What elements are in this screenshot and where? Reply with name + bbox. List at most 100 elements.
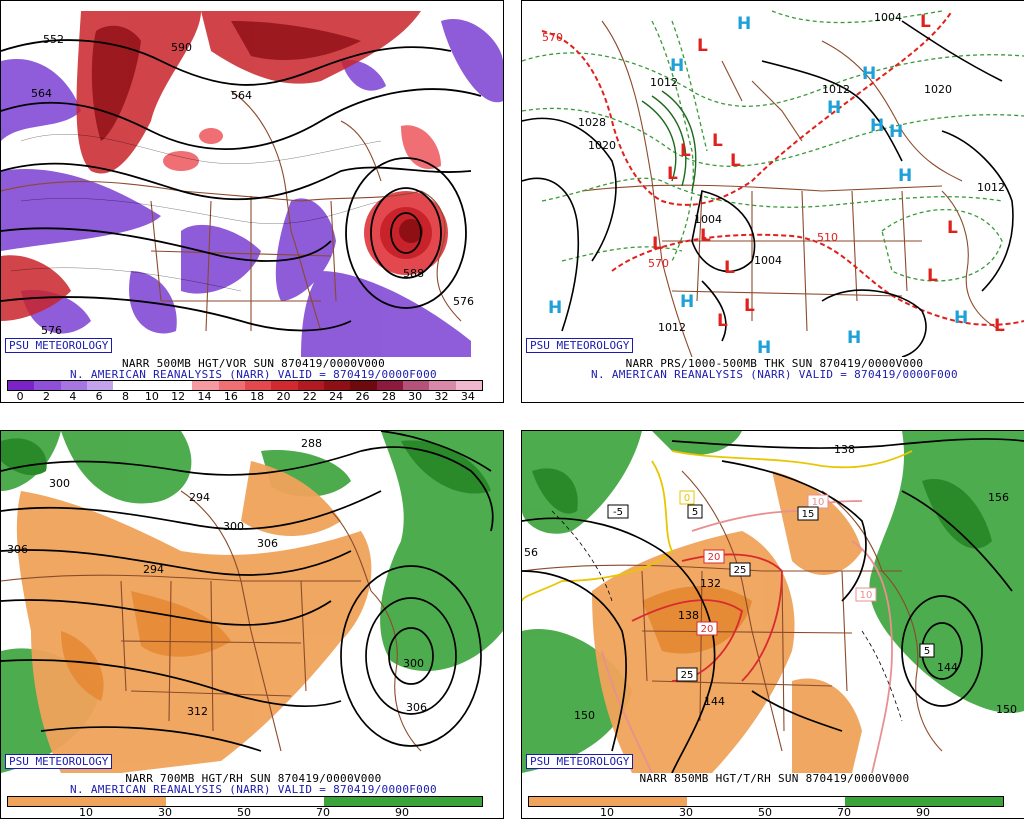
high-pressure-symbol: H [862,64,876,84]
temp-label-text: 25 [681,670,694,681]
isobar-label: 1028 [578,116,606,129]
contour-label: 300 [49,477,70,490]
colorbar-tick-label: 10 [144,390,159,403]
contour-label: 294 [143,563,164,576]
temp-label-text: 25 [734,565,747,576]
contour-label: 300 [403,657,424,670]
colorbar-tick-label: 90 [395,806,409,819]
colorbar-swatch [165,381,193,390]
map-validity: N. AMERICAN REANALYSIS (NARR) VALID = 87… [591,368,958,381]
isotherm-label: 25 [729,562,751,577]
colorbar-tick-label: 34 [460,390,475,403]
colorbar-swatch [86,381,114,390]
isotherm-label: 0 [679,490,695,505]
colorbar-tick-label: 30 [678,806,693,819]
colorbar-tick-label: 30 [157,806,172,819]
colorbar-swatch [87,797,166,806]
isotherm-label: 20 [696,621,718,636]
contour-label: 132 [700,577,721,590]
isotherm-label: 25 [676,667,698,682]
humidity-700-map: 288 300 306 294 294 300 306 312 300 306 [1,431,503,773]
temp-label-text: 5 [692,507,698,518]
isobar-label: 1012 [658,321,686,334]
contour-label: 588 [403,267,424,280]
contour-label: 300 [223,520,244,533]
low-pressure-symbol: L [724,258,735,278]
colorbar-tick-label: 70 [836,806,851,819]
low-pressure-symbol: L [927,266,938,286]
contour-label: 306 [406,701,427,714]
temp-label-text: 10 [860,590,873,601]
colorbar-tick-label: 22 [302,390,317,403]
colorbar-tick-label: 26 [355,390,370,403]
colorbar-tick-label: 50 [758,806,772,819]
colorbar-swatch [8,797,87,806]
isotherm-label: 10 [855,587,877,602]
colorbar-swatch [403,797,482,806]
thickness-label: 570 [648,257,669,270]
low-pressure-symbol: L [730,151,741,171]
isobar-label: 1012 [822,83,850,96]
contour-label: 150 [996,703,1017,716]
high-pressure-symbol: H [847,328,861,348]
high-pressure-symbol: H [954,308,968,328]
high-pressure-symbol: H [737,14,751,34]
low-pressure-symbol: L [744,296,755,316]
colorbar-swatch [455,381,482,390]
contour-label: 144 [937,661,958,674]
colorbar-swatch [8,381,35,390]
high-pressure-symbol: H [670,56,684,76]
colorbar-swatch [429,381,456,390]
contour-label: 138 [678,609,699,622]
colorbar-tick-label: 14 [197,390,212,403]
colorbar-swatch [529,797,608,806]
contour-label: 144 [704,695,725,708]
high-pressure-symbol: H [680,292,694,312]
temp-label-text: 20 [701,624,714,635]
low-pressure-symbol: L [652,234,663,254]
contour-label: 564 [231,89,252,102]
low-pressure-symbol: L [700,226,711,246]
colorbar-tick-label: 32 [434,390,449,403]
map-validity: N. AMERICAN REANALYSIS (NARR) VALID = 87… [70,783,437,796]
colorbar-tick-label: 12 [171,390,186,403]
isobar-label: 1012 [650,76,678,89]
contour-label: 306 [257,537,278,550]
source-badge: PSU METEOROLOGY [5,338,113,353]
map-caption: NARR PRS/1000-500MB THK SUN 870419/0000V… [625,357,924,370]
map-caption: NARR 500MB HGT/VOR SUN 870419/0000V000 [121,357,386,370]
thickness-label: 510 [817,231,838,244]
source-badge: PSU METEOROLOGY [526,338,634,353]
colorbar-swatch [218,381,245,390]
low-pressure-symbol: L [994,316,1005,336]
contour-label: 150 [574,709,595,722]
high-pressure-symbol: H [757,338,771,357]
colorbar-swatch [350,381,377,390]
panel-500mb-vorticity: 552 564 576 588 590 564 576 PSU METEOROL… [0,0,504,403]
isobar-label: 1004 [754,254,782,267]
colorbar-tick-label: 30 [408,390,423,403]
contour-label: 576 [453,295,474,308]
colorbar-swatch [324,797,403,806]
vorticity-colorbar-ticks: 0 2 4 6 8 10 12 14 16 18 20 22 24 26 28 30 32 34 [7,390,481,402]
contour-label: 552 [43,33,64,46]
low-pressure-symbol: L [667,164,678,184]
colorbar-swatch [402,381,430,390]
colorbar-swatch [113,381,140,390]
low-pressure-symbol: L [680,141,691,161]
vorticity-colorbar [7,380,483,391]
humidity-colorbar [7,796,483,807]
panel-pressure-thickness: 1012 1020 1028 1004 1004 1012 1012 1012 … [521,0,1024,403]
colorbar-swatch [34,381,61,390]
colorbar-swatch [60,381,87,390]
contour-label: 294 [189,491,210,504]
map-validity: N. AMERICAN REANALYSIS (NARR) VALID = 87… [70,368,437,381]
isotherm-label: 5 [687,504,703,519]
colorbar-swatch [139,381,166,390]
contour-label: 156 [988,491,1009,504]
colorbar-swatch [166,797,245,806]
high-pressure-symbol: H [889,122,903,142]
colorbar-tick-label: 10 [599,806,614,819]
isotherm-label: 20 [703,549,725,564]
high-pressure-symbol: H [870,116,884,136]
